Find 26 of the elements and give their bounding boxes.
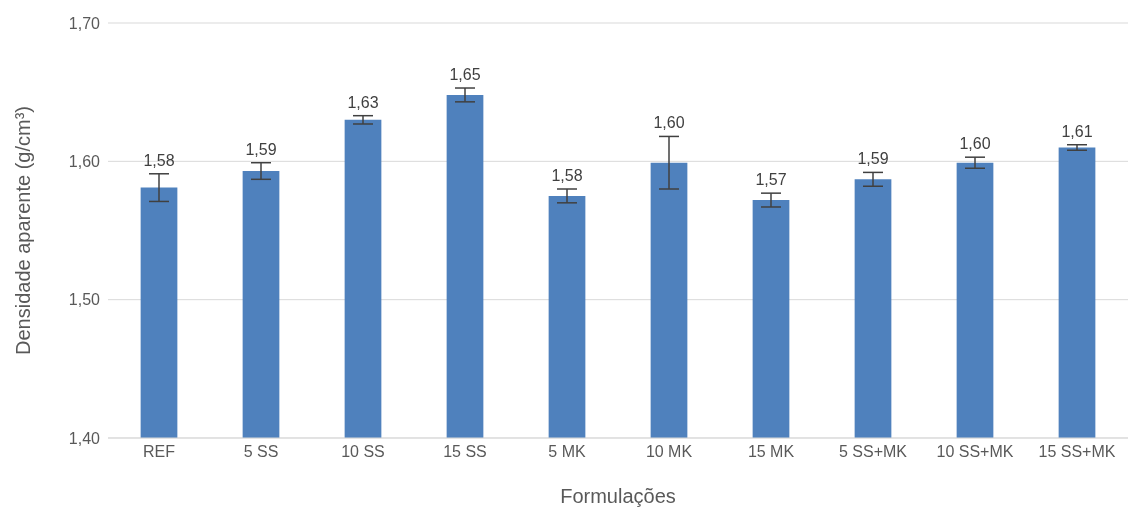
data-label: 1,60 (653, 114, 685, 132)
x-tick-label: 5 SS (243, 443, 279, 461)
data-label: 1,60 (959, 135, 991, 153)
data-label: 1,59 (857, 150, 889, 168)
data-label: 1,58 (143, 151, 175, 169)
x-tick-label: 15 SS (443, 443, 487, 461)
y-tick-label: 1,60 (68, 153, 101, 171)
x-tick-label: REF (143, 443, 176, 461)
data-label: 1,65 (449, 66, 481, 84)
data-label: 1,58 (551, 167, 583, 184)
y-tick-label: 1,50 (68, 291, 101, 309)
x-axis-title: Formulações (560, 485, 676, 507)
x-tick-label: 5 MK (548, 443, 586, 461)
y-tick-label: 1,70 (68, 14, 101, 32)
x-tick-label: 15 MK (747, 443, 795, 461)
data-label: 1,61 (1061, 122, 1093, 140)
x-tick-label: 10 SS+MK (936, 443, 1014, 461)
x-tick-label: 10 MK (645, 443, 693, 461)
y-tick-label: 1,40 (68, 429, 101, 447)
x-tick-label: 10 SS (341, 443, 385, 461)
data-label: 1,63 (347, 93, 379, 111)
x-tick-label: 5 SS+MK (838, 443, 908, 461)
data-label: 1,59 (245, 140, 277, 158)
y-axis-title: Densidade aparente (g/cm³) (12, 105, 35, 356)
data-label: 1,57 (755, 171, 787, 189)
x-tick-label: 15 SS+MK (1038, 443, 1116, 461)
